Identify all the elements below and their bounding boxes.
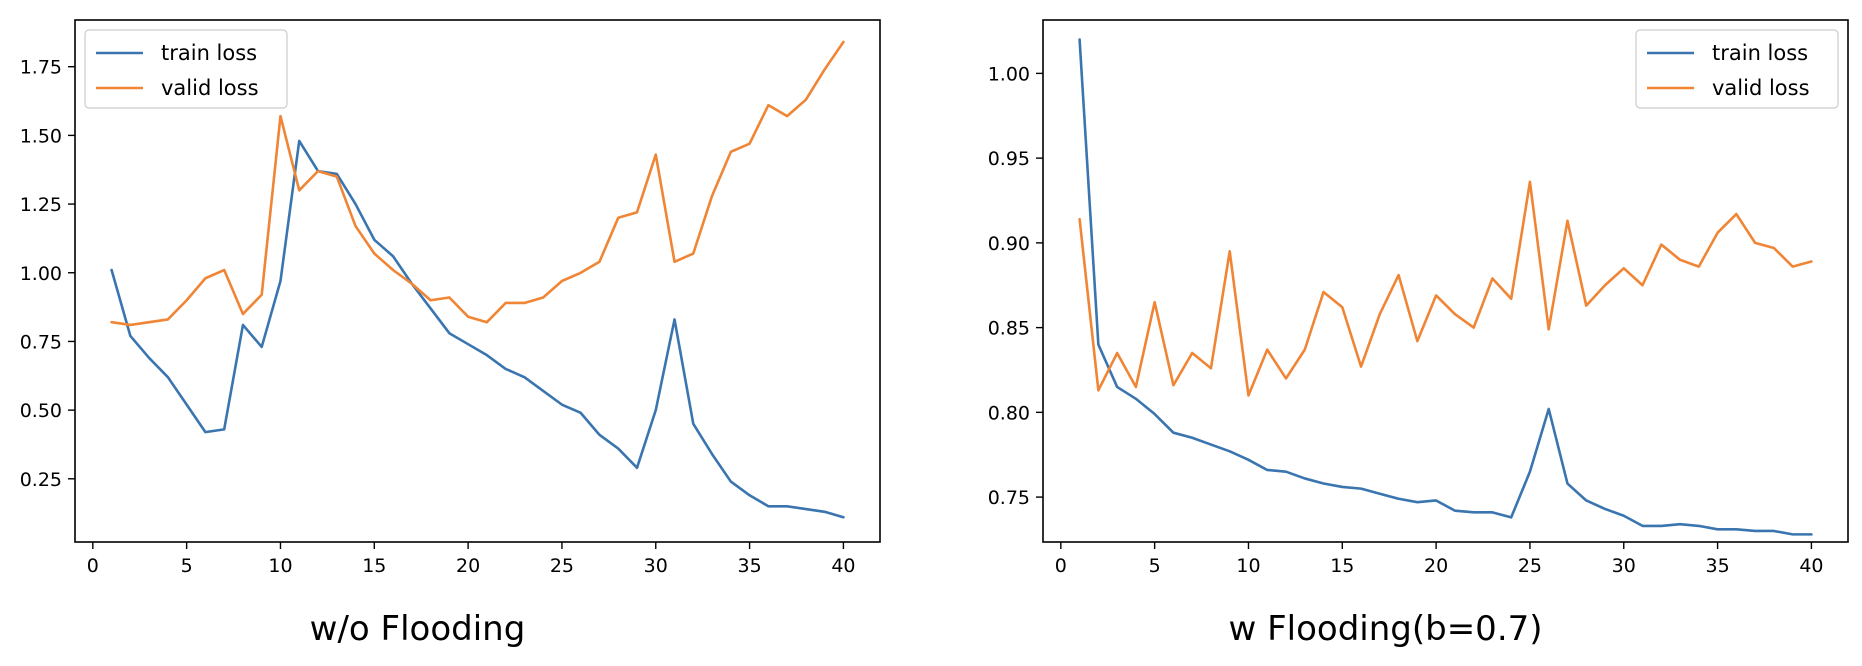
x-tick-label: 10 (1236, 555, 1260, 577)
x-tick-label: 15 (1330, 555, 1354, 577)
x-tick-label: 15 (362, 555, 386, 577)
x-tick-label: 5 (181, 555, 193, 577)
x-tick-label: 10 (268, 555, 292, 577)
series-line-valid-loss (1078, 180, 1813, 397)
x-tick-label: 25 (1518, 555, 1542, 577)
x-tick-label: 25 (550, 555, 574, 577)
y-tick-label: 1.50 (20, 125, 62, 147)
series-line-train-loss (110, 139, 845, 519)
x-tick-label: 0 (1055, 555, 1067, 577)
x-tick-label: 20 (1424, 555, 1448, 577)
y-tick-label: 1.00 (988, 63, 1030, 85)
x-tick-label: 35 (1705, 555, 1729, 577)
y-tick-label: 1.75 (20, 57, 62, 79)
y-tick-label: 0.85 (988, 318, 1030, 340)
plot-frame (74, 19, 881, 543)
series-line-train-loss (1078, 38, 1813, 536)
chart-2: 0 5 10 15 20 25 30 35 40 0.75 0.80 0.85 0.90 0.95 1.00… (988, 19, 1849, 649)
x-tick-label: 30 (644, 555, 668, 577)
legend-label: train loss (161, 41, 257, 65)
legend: train loss valid loss (1635, 29, 1839, 109)
x-tick-label: 20 (456, 555, 480, 577)
legend-label: valid loss (1712, 76, 1810, 100)
legend-label: valid loss (161, 76, 259, 100)
chart-caption: w Flooding(b=0.7) (1228, 609, 1542, 649)
series-line-valid-loss (110, 40, 845, 327)
y-tick-label: 0.50 (20, 400, 62, 422)
y-tick-label: 1.25 (20, 194, 62, 216)
y-tick-label: 0.95 (988, 148, 1030, 170)
x-tick-label: 5 (1149, 555, 1161, 577)
y-tick-label: 0.75 (988, 487, 1030, 509)
chart-1: 0 5 10 15 20 25 30 35 40 0.25 0.50 0.75 1.00 1.25 1.50… (20, 19, 881, 649)
y-tick-label: 0.25 (20, 469, 62, 491)
x-tick-label: 35 (737, 555, 761, 577)
y-tick-label: 0.80 (988, 402, 1030, 424)
plot-frame (1042, 19, 1849, 543)
y-tick-label: 1.00 (20, 263, 62, 285)
x-tick-label: 40 (1799, 555, 1823, 577)
legend-label: train loss (1712, 41, 1808, 65)
x-tick-label: 0 (87, 555, 99, 577)
y-tick-label: 0.75 (20, 331, 62, 353)
x-tick-label: 40 (831, 555, 855, 577)
legend: train loss valid loss (84, 29, 288, 109)
y-tick-label: 0.90 (988, 233, 1030, 255)
chart-caption: w/o Flooding (310, 609, 526, 649)
x-tick-label: 30 (1612, 555, 1636, 577)
